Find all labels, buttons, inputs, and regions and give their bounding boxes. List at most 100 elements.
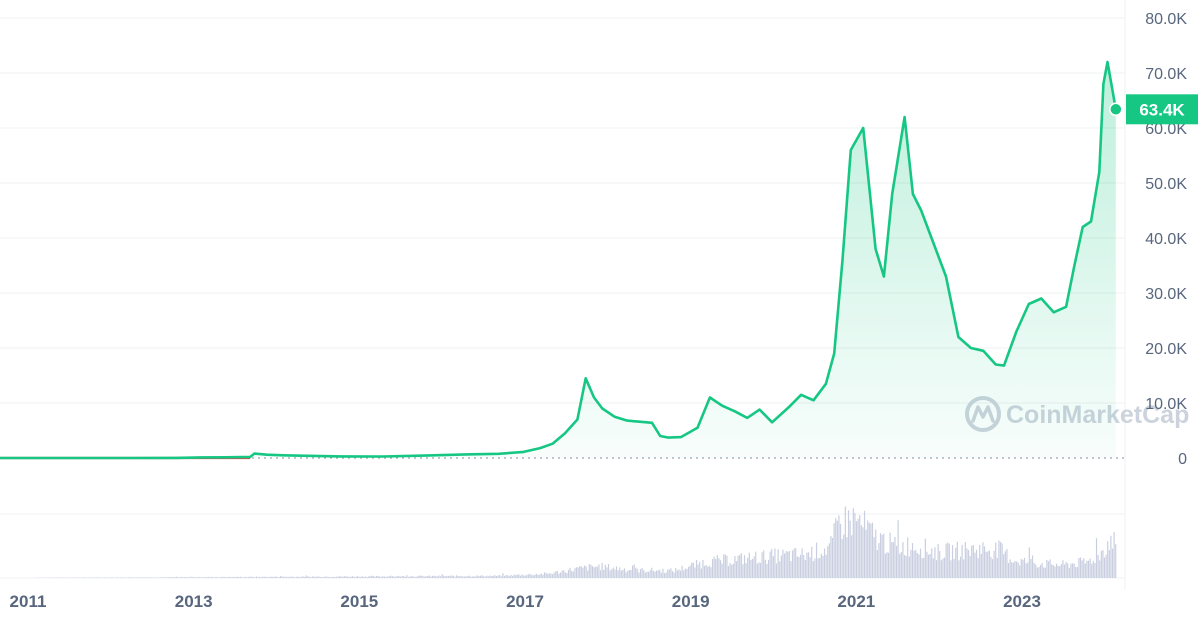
volume-bar [1094,562,1096,578]
volume-bar [593,567,595,578]
volume-bar [737,555,739,578]
volume-bar [649,570,651,578]
volume-bar [503,575,506,578]
volume-bar [819,557,821,578]
volume-bar [177,577,179,578]
volume-bar [683,570,685,578]
volume-bar [852,508,854,578]
volume-bar [534,574,536,578]
volume-bar [351,576,354,578]
volume-bar [692,562,694,578]
volume-bar [209,577,211,578]
volume-bar [207,576,210,578]
volume-bar [727,565,730,578]
volume-bar [1003,554,1005,578]
price-area-fill [0,62,1116,458]
volume-bar [551,574,554,578]
volume-bar [249,576,251,578]
y-tick-label: 40.0K [1145,231,1187,248]
volume-bar [673,572,675,578]
volume-bar [668,569,670,578]
volume-bar [219,577,221,578]
volume-bar [465,576,467,578]
volume-bar [779,561,781,578]
volume-bar [268,576,270,578]
y-tick-label: 30.0K [1145,286,1187,303]
volume-bar [1035,564,1037,578]
volume-bar [1084,563,1086,578]
volume-bar [587,570,589,578]
volume-bar [849,520,851,578]
volume-bar [860,525,862,578]
volume-bar [366,576,368,578]
volume-bar [171,577,173,578]
volume-bar [900,552,902,578]
volume-bar [1097,554,1099,578]
volume-bar [628,570,630,578]
volume-bar [94,577,96,578]
volume-bar [787,551,789,578]
volume-bar [1102,549,1104,578]
volume-bar [743,555,746,578]
volume-bar [726,555,728,578]
volume-bar [395,576,397,578]
volume-bar [641,567,643,578]
volume-bar [878,543,880,578]
volume-bar [246,577,248,578]
volume-bar [1012,562,1014,578]
volume-bar [270,576,272,578]
volume-bar [198,576,200,578]
volume-bar [862,527,864,578]
volume-bar [731,564,733,578]
volume-bar [564,572,566,578]
volume-bar [183,577,186,578]
y-tick-label: 10.0K [1145,396,1187,413]
volume-bar [479,575,482,578]
volume-bar [756,563,758,578]
volume-bar [689,565,691,578]
volume-bar [399,576,402,578]
volume-bar [110,577,112,578]
volume-bar [599,570,602,578]
volume-bar [83,577,85,578]
volume-bar [510,574,512,578]
volume-bar [457,576,459,578]
volume-bar [676,570,678,578]
volume-bar [166,577,168,578]
y-tick-label: 0 [1178,451,1187,468]
volume-bar [388,576,390,578]
volume-bar [1031,555,1034,578]
volume-bar [839,523,842,578]
volume-bar [436,576,438,578]
volume-bar [481,575,483,578]
volume-bar [172,577,174,578]
volume-bar [326,576,328,578]
volume-bar [238,577,240,578]
volume-bar [452,575,454,578]
volume-bar [948,543,950,578]
volume-bar [281,576,283,578]
volume-bar [601,562,603,578]
volume-bar [636,568,638,578]
volume-bar [867,520,869,578]
volume-bar [935,560,938,578]
volume-bar [596,566,598,578]
volume-bar [327,576,330,578]
volume-bar [897,520,899,578]
volume-bar [863,510,866,578]
volume-bar [463,576,466,578]
volume-bar [334,576,336,578]
volume-bar [755,551,757,578]
volume-bar [491,576,493,578]
volume-bar [998,540,1000,578]
volume-bar [1070,563,1072,578]
volume-bar [783,553,786,578]
volume-bar [555,571,557,578]
volume-bar [508,576,510,578]
volume-bar [1030,559,1032,578]
volume-bar [969,556,971,578]
volume-bar [951,545,954,578]
volume-bar [625,572,627,578]
volume-bar [972,545,974,578]
volume-bar [857,518,859,578]
